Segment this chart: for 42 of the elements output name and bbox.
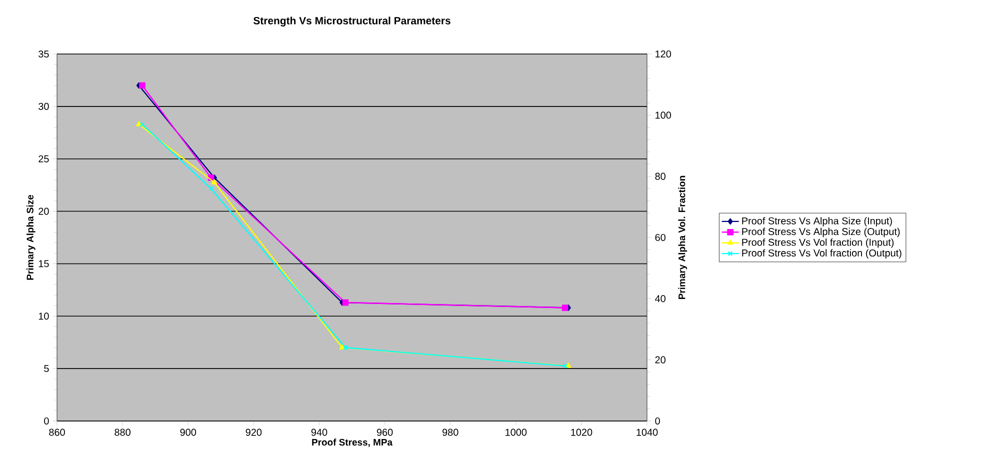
x-tick-label: 880	[114, 428, 130, 436]
legend-label: Proof Stress Vs Vol fraction (Output)	[742, 249, 902, 258]
y2-axis-title: Primary Alpha Vol. Fraction	[678, 176, 688, 300]
y2-tick-label: 0	[655, 417, 660, 425]
y-tick-label: 0	[44, 417, 49, 425]
legend-label: Proof Stress Vs Alpha Size (Input)	[742, 217, 892, 226]
y2-tick-label: 120	[656, 50, 672, 58]
y-tick-label: 15	[38, 260, 49, 268]
y-axis-title: Primary Alpha Size	[26, 194, 36, 280]
y2-tick-label: 40	[655, 295, 666, 302]
x-tick-label: 860	[49, 428, 65, 436]
y-tick-label: 25	[38, 155, 49, 162]
x-tick-label: 920	[246, 428, 262, 436]
point	[343, 345, 348, 350]
y-tick-label: 20	[38, 208, 49, 215]
point	[139, 82, 146, 89]
y2-tick-label: 60	[655, 234, 666, 242]
x-tick-label: 1040	[636, 428, 658, 436]
point	[136, 121, 142, 126]
y-tick-label: 10	[38, 312, 49, 320]
y-tick-label: 35	[38, 50, 49, 58]
x-tick-label: 940	[311, 428, 328, 436]
y-tick-label: 30	[38, 102, 49, 110]
point	[566, 362, 572, 368]
x-tick-label: 900	[180, 428, 196, 436]
point	[208, 186, 214, 191]
x-tick-label: 1000	[506, 428, 527, 436]
legend-label: Proof Stress Vs Alpha Size (Output)	[742, 228, 900, 238]
point	[211, 179, 218, 184]
y2-tick-label: 100	[656, 112, 672, 119]
point	[342, 299, 349, 306]
x-axis-title: Proof Stress, MPa	[312, 438, 393, 447]
y-tick-label: 5	[44, 365, 49, 372]
point	[339, 344, 346, 350]
y2-tick-label: 20	[655, 356, 666, 364]
point	[562, 304, 568, 311]
x-tick-label: 1020	[571, 428, 592, 436]
x-tick-label: 960	[376, 428, 393, 436]
x-tick-label: 980	[442, 428, 458, 436]
legend-label: Proof Stress Vs Vol fraction (Input)	[742, 238, 894, 248]
chart-title: Strength Vs Microstructural Parameters	[253, 16, 450, 27]
y2-tick-label: 80	[655, 172, 666, 180]
